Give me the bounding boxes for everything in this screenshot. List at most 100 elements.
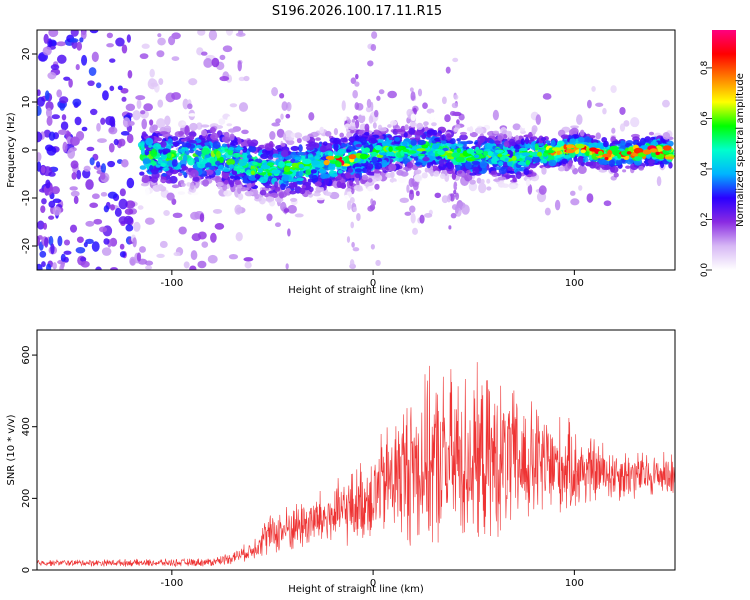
- spectrogram-noise-blob: [486, 186, 492, 191]
- spectrogram-core-blob: [528, 152, 537, 156]
- spectrogram-streak-blob: [412, 181, 419, 191]
- spectrogram-streak-blob: [353, 115, 359, 120]
- spectrogram-noise-blob: [63, 76, 71, 81]
- spectrogram-streak-blob: [367, 60, 374, 67]
- spectrogram-ridge-blob: [505, 174, 512, 179]
- spectrogram-noise-blob: [578, 185, 583, 191]
- spectrogram-core-blob: [451, 152, 461, 158]
- spectrogram-y-tick-label: 10: [21, 96, 32, 109]
- spectrogram-streak-blob: [375, 259, 381, 267]
- spectrogram-noise-blob: [662, 99, 670, 108]
- spectrogram-noise-blob: [37, 105, 42, 116]
- spectrogram-noise-blob: [95, 266, 102, 270]
- spectrogram-core-blob: [446, 152, 453, 158]
- spectrogram-ridge-blob: [339, 132, 345, 138]
- spectrogram-ridge-blob: [438, 158, 445, 167]
- spectrogram-noise-blob: [410, 213, 416, 224]
- spectrogram-noise-blob: [52, 198, 62, 203]
- spectrogram-ridge-blob: [228, 147, 235, 151]
- spectrogram-ridge-blob: [622, 169, 627, 173]
- spectrogram-streak-blob: [346, 119, 352, 124]
- spectrogram-streak-blob: [446, 194, 451, 203]
- spectrogram-ridge-blob: [278, 160, 286, 168]
- spectrogram-ridge-blob: [159, 131, 169, 135]
- spectrogram-core-blob: [455, 156, 465, 163]
- spectrogram-ridge-blob: [274, 181, 279, 188]
- spectrogram-noise-blob: [222, 45, 233, 53]
- spectrogram-ridge-blob: [469, 131, 478, 138]
- spectrogram-streak-blob: [419, 214, 425, 224]
- spectrogram-ridge-blob: [354, 173, 361, 179]
- spectrogram-ridge-blob: [167, 138, 173, 145]
- spectrogram-noise-blob: [171, 92, 182, 100]
- spectrogram-noise-blob: [149, 119, 154, 126]
- spectrogram-streak-blob: [449, 110, 456, 117]
- spectrogram-core-blob: [252, 161, 258, 166]
- spectrogram-noise-blob: [56, 41, 66, 47]
- spectrogram-ridge-blob: [280, 142, 286, 147]
- spectrogram-ridge-blob: [200, 124, 210, 128]
- spectrogram-ridge-blob: [561, 158, 568, 165]
- spectrogram-noise-blob: [164, 115, 171, 126]
- spectrogram-ridge-blob: [290, 145, 300, 152]
- spectrogram-ridge-blob: [426, 162, 431, 169]
- spectrogram-ridge-blob: [162, 151, 167, 155]
- spectrogram-streak-blob: [451, 204, 458, 210]
- spectrogram-noise-blob: [441, 195, 449, 204]
- spectrogram-ridge-blob: [592, 161, 600, 169]
- spectrogram-core-blob: [431, 143, 440, 150]
- spectrogram-noise-blob: [121, 159, 129, 168]
- spectrogram-ridge-blob: [583, 136, 592, 144]
- spectrogram-streak-blob: [350, 77, 357, 84]
- spectrogram-ridge-blob: [597, 143, 605, 149]
- spectrogram-ridge-blob: [472, 166, 480, 174]
- spectrogram-noise-blob: [40, 205, 46, 213]
- spectrogram-noise-blob: [48, 171, 56, 177]
- spectrogram-core-blob: [598, 150, 603, 156]
- spectrogram-noise-blob: [187, 103, 193, 110]
- spectrogram-ridge-blob: [139, 171, 145, 176]
- spectrogram-streak-blob: [450, 212, 457, 219]
- spectrogram-core-blob: [517, 161, 526, 166]
- spectrogram-ridge-blob: [474, 127, 484, 134]
- spectrogram-streak-blob: [370, 243, 375, 250]
- spectrogram-ridge-blob: [201, 129, 208, 137]
- spectrogram-core-blob: [543, 150, 554, 154]
- spectrogram-noise-blob: [85, 179, 94, 190]
- spectrogram-ridge-blob: [228, 164, 235, 169]
- spectrogram-ridge-blob: [515, 135, 520, 141]
- spectrogram-ridge-blob: [281, 174, 290, 182]
- spectrogram-noise-blob: [108, 126, 118, 135]
- spectrogram-noise-blob: [538, 185, 547, 195]
- spectrogram-ridge-blob: [296, 151, 306, 156]
- spectrogram-ridge-blob: [347, 167, 354, 173]
- spectrogram-ridge-blob: [178, 131, 185, 136]
- spectrogram-ridge-blob: [316, 150, 321, 158]
- spectrogram-ridge-blob: [160, 179, 166, 183]
- spectrogram-noise-blob: [237, 193, 244, 201]
- spectrogram-noise-blob: [354, 119, 360, 129]
- spectrogram-ridge-blob: [178, 156, 183, 161]
- spectrogram-noise-blob: [115, 37, 125, 47]
- spectrogram-ridge-blob: [162, 167, 170, 172]
- spectrogram-ridge-blob: [190, 169, 199, 178]
- spectrogram-noise-blob: [132, 110, 141, 121]
- spectrogram-ridge-blob: [171, 184, 180, 189]
- colorbar: 0.0 0.2 0.4 0.6 0.8 Normalized spectral ampl…: [700, 30, 746, 277]
- spectrogram-noise-blob: [542, 93, 552, 100]
- spectrogram-ridge-blob: [180, 138, 188, 142]
- spectrogram-ridge-blob: [459, 134, 468, 141]
- spectrogram-ridge-blob: [423, 121, 429, 126]
- spectrogram-ridge-blob: [520, 120, 527, 129]
- spectrogram-ridge-blob: [608, 159, 616, 167]
- spectrogram-ridge-blob: [480, 179, 485, 184]
- spectrogram-ridge-blob: [507, 131, 513, 139]
- spectrogram-noise-blob: [37, 131, 43, 143]
- colorbar-tick-label: 0.0: [700, 263, 710, 278]
- spectrogram-noise-blob: [569, 190, 576, 196]
- snr-x-label: Height of straight line (km): [288, 584, 424, 595]
- spectrogram-ridge-blob: [238, 159, 247, 167]
- spectrogram-ridge-blob: [569, 137, 576, 146]
- spectrogram-ridge-blob: [142, 158, 151, 165]
- spectrogram-ridge-blob: [227, 128, 237, 133]
